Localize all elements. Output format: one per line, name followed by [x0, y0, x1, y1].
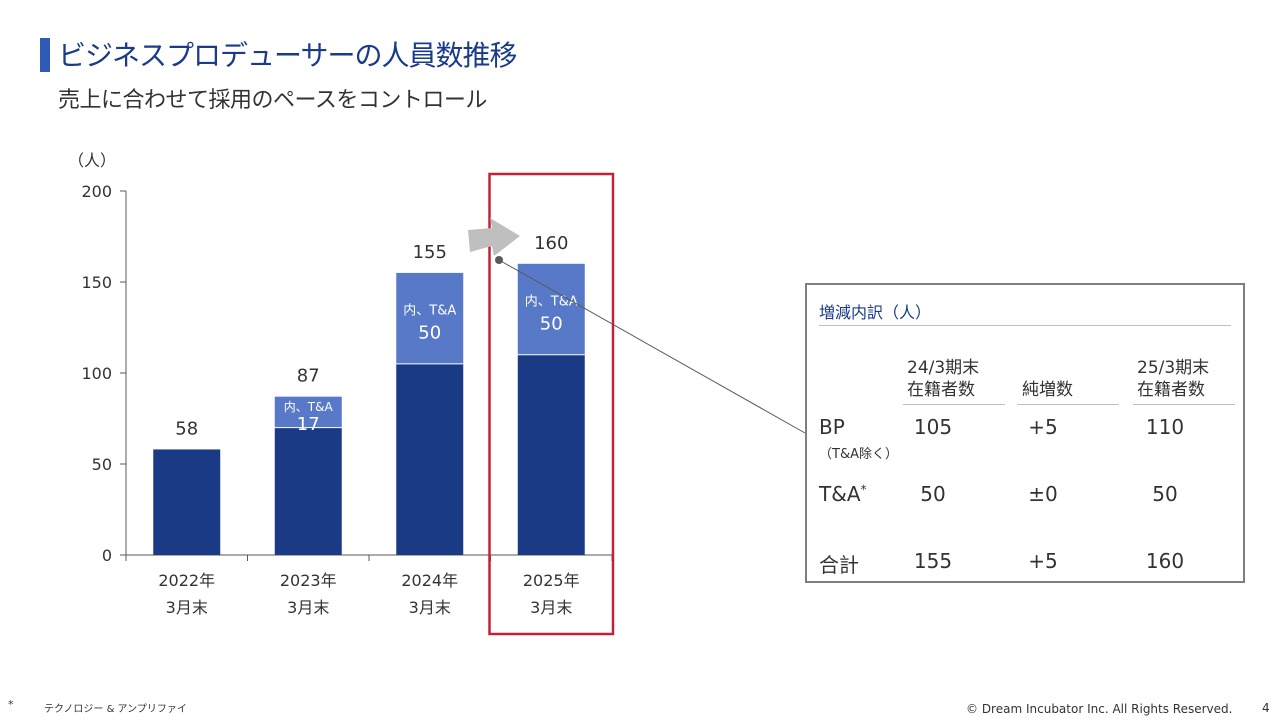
x-tick-label: 3月末 — [409, 598, 451, 617]
row-value: 105 — [913, 415, 953, 439]
row-value: 160 — [1145, 549, 1185, 573]
connector-dot — [495, 256, 503, 264]
bar-bp — [396, 363, 464, 555]
segment-label: 内、T&A — [284, 400, 334, 414]
header-rule-1 — [903, 404, 1005, 405]
header-start-line1: 24/3期末 — [907, 358, 980, 378]
row-value: +5 — [1028, 415, 1058, 439]
row-value: 110 — [1145, 415, 1185, 439]
y-tick-label: 50 — [92, 455, 112, 474]
y-tick-label: 150 — [81, 273, 112, 292]
x-tick-label: 2023年 — [280, 571, 337, 590]
x-tick-label: 3月末 — [287, 598, 329, 617]
title-accent-bar — [40, 38, 50, 72]
bar-bp — [517, 354, 585, 555]
footnote-text: テクノロジー & アンプリファイ — [44, 704, 187, 715]
x-tick-label: 2024年 — [401, 571, 458, 590]
header-end-line1: 25/3期末 — [1137, 358, 1210, 378]
breakdown-title: 増減内訳（人） — [819, 303, 932, 322]
row-label: BP — [819, 415, 845, 439]
page-title: ビジネスプロデューサーの人員数推移 — [58, 39, 517, 72]
header-rule-3 — [1133, 404, 1235, 405]
x-tick-label: 3月末 — [166, 598, 208, 617]
row-value: 50 — [920, 482, 946, 506]
header-net-change: 純増数 — [1022, 380, 1073, 400]
row-sublabel: （T&A除く） — [819, 447, 898, 462]
total-label: 160 — [534, 233, 568, 254]
row-value: 50 — [1152, 482, 1178, 506]
header-start-headcount: 24/3期末 — [907, 357, 979, 379]
segment-value: 17 — [297, 414, 320, 435]
segment-label: 内、T&A — [525, 293, 578, 309]
bar-ta — [517, 263, 585, 355]
row-value: ±0 — [1028, 482, 1058, 506]
x-tick-label: 2025年 — [523, 571, 580, 590]
page-subtitle: 売上に合わせて採用のペースをコントロール — [58, 88, 487, 113]
x-tick-label: 2022年 — [158, 571, 215, 590]
connector-line — [498, 259, 806, 434]
footnote-marker-sup: * — [860, 482, 867, 497]
row-label: T&A* — [819, 482, 867, 506]
segment-value: 50 — [540, 313, 563, 334]
y-tick-label: 200 — [81, 182, 112, 201]
bar-ta — [274, 396, 342, 428]
copyright: © Dream Incubator Inc. All Rights Reserv… — [966, 702, 1233, 716]
highlight-frame — [488, 172, 615, 636]
total-label: 87 — [297, 366, 320, 387]
breakdown-panel: 増減内訳（人） 24/3期末 在籍者数 純増数 25/3期末 在籍者数 BP （T… — [805, 283, 1245, 583]
row-label: 合計 — [819, 553, 859, 577]
growth-arrow — [468, 218, 520, 256]
header-end-line2: 在籍者数 — [1137, 380, 1205, 400]
x-tick-label: 3月末 — [530, 598, 572, 617]
header-start-line2: 在籍者数 — [907, 380, 975, 400]
page-number: 4 — [1262, 701, 1270, 715]
bar-ta — [396, 272, 464, 364]
total-label: 155 — [413, 242, 447, 263]
row-value: +5 — [1028, 549, 1058, 573]
footnote-marker: * — [8, 698, 14, 711]
y-tick-label: 0 — [102, 546, 112, 565]
y-tick-label: 100 — [81, 364, 112, 383]
segment-label: 内、T&A — [403, 302, 456, 318]
total-label: 58 — [175, 418, 198, 439]
bar-bp — [153, 449, 221, 555]
header-rule-2 — [1017, 404, 1119, 405]
breakdown-title-rule — [819, 325, 1231, 326]
row-value: 155 — [913, 549, 953, 573]
y-unit-label: （人） — [68, 151, 116, 170]
bar-bp — [274, 427, 342, 555]
segment-value: 50 — [418, 322, 441, 343]
